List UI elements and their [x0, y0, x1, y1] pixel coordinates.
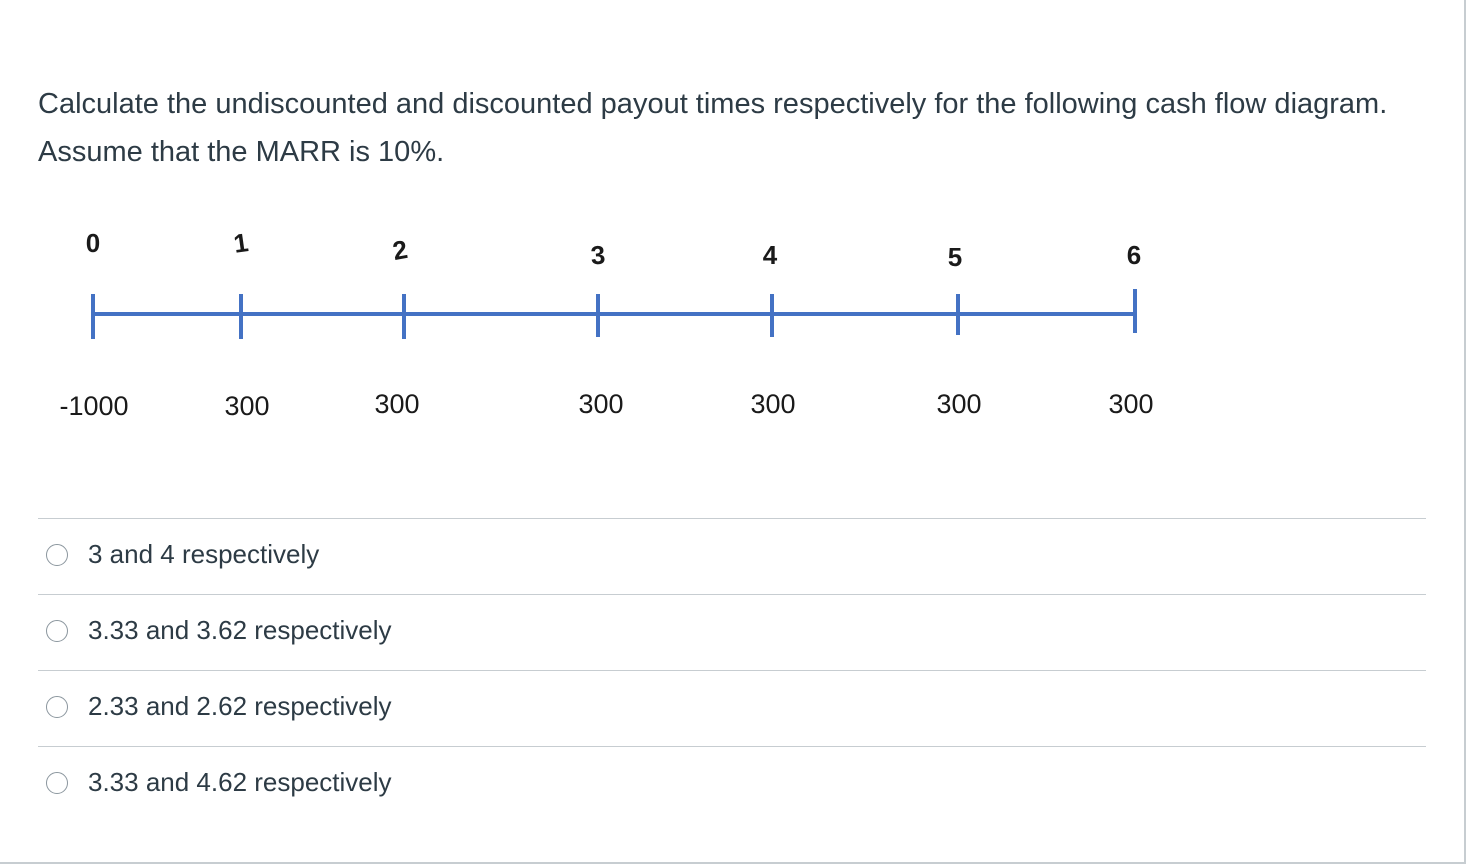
answer-label: 3.33 and 3.62 respectively — [88, 615, 392, 645]
radio-button[interactable] — [46, 544, 68, 566]
radio-button[interactable] — [46, 620, 68, 642]
answer-label: 3.33 and 4.62 respectively — [88, 767, 392, 797]
answer-label: 3 and 4 respectively — [88, 539, 320, 569]
question-text: Calculate the undiscounted and discounte… — [38, 88, 1388, 168]
answer-label: 2.33 and 2.62 respectively — [88, 691, 392, 721]
answer-option-1[interactable]: 3 and 4 respectively — [38, 518, 1426, 594]
radio-button[interactable] — [46, 772, 68, 794]
answer-option-2[interactable]: 3.33 and 3.62 respectively — [38, 594, 1426, 670]
answer-list: 3 and 4 respectively 3.33 and 3.62 respe… — [38, 518, 1426, 822]
radio-button[interactable] — [46, 696, 68, 718]
answer-option-3[interactable]: 2.33 and 2.62 respectively — [38, 670, 1426, 746]
answer-option-4[interactable]: 3.33 and 4.62 respectively — [38, 746, 1426, 822]
